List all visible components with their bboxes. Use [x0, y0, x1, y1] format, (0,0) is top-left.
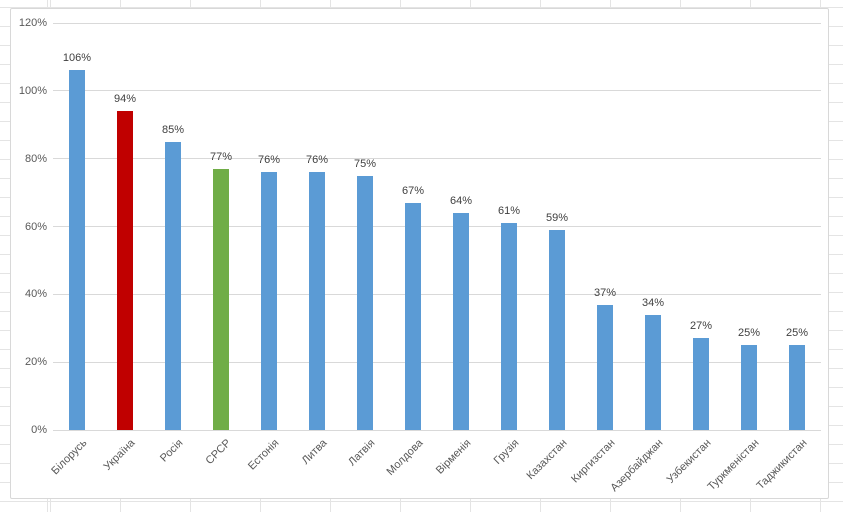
bar-Таджикистан[interactable]	[789, 345, 805, 430]
gridline	[53, 361, 821, 363]
bar-value-label: 64%	[449, 194, 473, 207]
gridline	[53, 158, 821, 160]
x-axis-category-label: Росія	[157, 437, 186, 465]
plot-area	[53, 22, 821, 431]
bar-value-label: 67%	[401, 184, 425, 197]
bar-value-label: 94%	[113, 93, 137, 106]
x-axis-category-label: Білорусь	[49, 437, 90, 478]
bar-Естонія[interactable]	[261, 172, 277, 430]
x-axis-category-label: Україна	[101, 437, 138, 473]
bar-Казахстан[interactable]	[549, 229, 565, 430]
x-axis-category-label: Киргизстан	[569, 437, 618, 486]
bar-value-label: 37%	[593, 286, 617, 299]
y-axis-tick-label: 0%	[31, 424, 47, 436]
x-axis-category-label: Латвія	[346, 437, 378, 469]
bar-value-label: 27%	[689, 320, 713, 333]
x-axis-category-label: Естонія	[245, 437, 282, 473]
y-axis-tick-label: 60%	[24, 220, 47, 233]
x-axis-category-label: Узбекистан	[664, 437, 714, 486]
bar-value-label: 76%	[257, 154, 281, 167]
bar-Азербайджан[interactable]	[645, 314, 661, 430]
x-axis-category-label: Казахстан	[524, 437, 570, 482]
bar-Вірменія[interactable]	[453, 212, 469, 430]
y-axis-tick-label: 100%	[18, 84, 47, 97]
bar-Грузія[interactable]	[501, 223, 517, 430]
bar-value-label: 59%	[545, 211, 569, 224]
bar-value-label: 106%	[62, 52, 92, 65]
gridline	[53, 90, 821, 92]
bar-value-label: 61%	[497, 205, 521, 218]
bar-Росія[interactable]	[165, 141, 181, 430]
x-axis-category-label: Грузія	[491, 437, 522, 467]
gridline	[53, 293, 821, 295]
bar-Молдова[interactable]	[405, 202, 421, 430]
bar-value-label: 75%	[353, 157, 377, 170]
bar-value-label: 85%	[161, 123, 185, 136]
gridline	[53, 22, 821, 24]
y-axis-tick-label: 40%	[24, 288, 47, 301]
bar-value-label: 34%	[641, 296, 665, 309]
gridline	[53, 429, 821, 431]
bar-value-label: 25%	[737, 327, 761, 340]
x-axis-category-label: Молдова	[384, 437, 426, 478]
bar-Латвія[interactable]	[357, 175, 373, 430]
x-axis-category-label: Туркменістан	[705, 437, 762, 494]
gridline	[53, 226, 821, 227]
x-axis-category-label: Литва	[299, 437, 330, 467]
bar-Киргизстан[interactable]	[597, 304, 613, 430]
y-axis-tick-label: 20%	[24, 356, 47, 369]
bar-value-label: 25%	[785, 327, 809, 340]
bar-Туркменістан[interactable]	[741, 345, 757, 430]
x-axis-category-label: Таджикистан	[754, 437, 810, 493]
bar-value-label: 76%	[305, 154, 329, 167]
bar-value-label: 77%	[209, 150, 233, 163]
bar-Україна[interactable]	[117, 111, 133, 430]
x-axis-category-label: Вірменія	[433, 437, 474, 477]
y-axis-tick-label: 120%	[18, 17, 47, 29]
bar-СРСР[interactable]	[213, 168, 229, 430]
bar-Узбекистан[interactable]	[693, 338, 709, 430]
bar-Литва[interactable]	[309, 172, 325, 430]
x-axis-category-label: СРСР	[203, 437, 234, 468]
bar-Білорусь[interactable]	[69, 70, 85, 430]
bar-chart[interactable]: 0% 20% 40% 60% 80% 100% 120% 106% Білорусь 94% Укр…	[10, 8, 829, 499]
y-axis-tick-label: 80%	[24, 152, 47, 165]
